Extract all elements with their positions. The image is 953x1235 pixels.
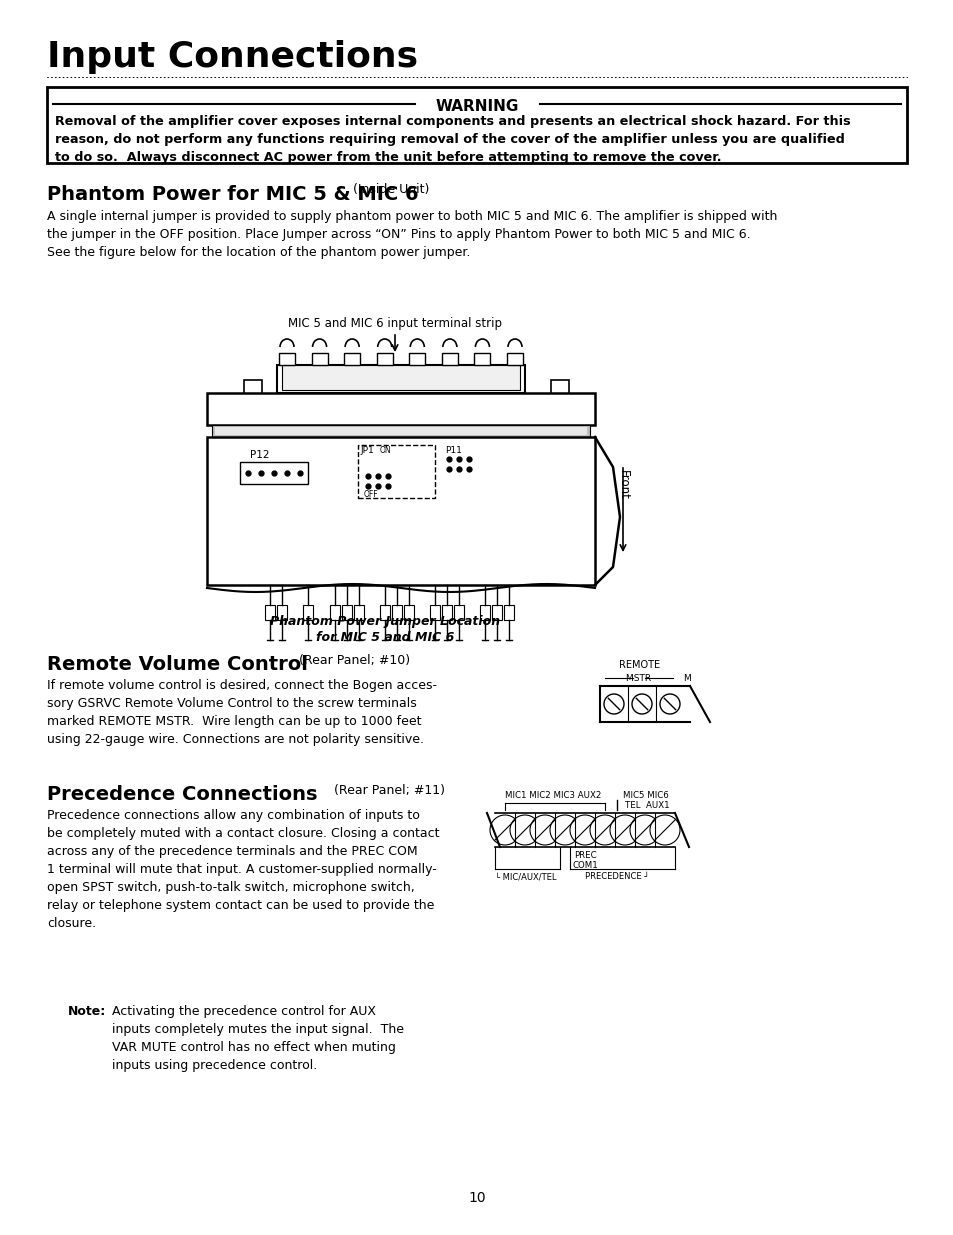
Bar [441, 605, 452, 620]
Bar [341, 605, 352, 620]
Text: OFF: OFF [364, 490, 378, 499]
Bar [207, 437, 595, 585]
Bar [379, 605, 390, 620]
Text: └ MIC/AUX/TEL: └ MIC/AUX/TEL [495, 872, 556, 881]
Text: JP1: JP1 [359, 446, 374, 454]
Text: Phantom Power for MIC 5 & MIC 6: Phantom Power for MIC 5 & MIC 6 [47, 185, 418, 204]
Text: Precedence Connections: Precedence Connections [47, 785, 317, 804]
Bar [244, 380, 262, 396]
Bar [212, 425, 589, 437]
Text: PRECEDENCE ┘: PRECEDENCE ┘ [584, 872, 649, 881]
Bar [265, 605, 274, 620]
Bar [503, 605, 514, 620]
Text: TEL  AUX1: TEL AUX1 [624, 802, 669, 810]
Bar [207, 393, 595, 425]
Circle shape [659, 694, 679, 714]
Text: ON: ON [379, 446, 392, 454]
Text: COM1: COM1 [572, 861, 598, 869]
Bar [441, 353, 457, 366]
Circle shape [490, 815, 519, 845]
Bar [357, 445, 435, 498]
Circle shape [629, 815, 659, 845]
Bar [409, 353, 425, 366]
Bar [303, 605, 313, 620]
Text: WARNING: WARNING [435, 99, 518, 114]
Text: MIC5 MIC6: MIC5 MIC6 [622, 790, 668, 800]
Text: M: M [682, 674, 690, 683]
Bar [376, 353, 393, 366]
Text: Note:: Note: [68, 1005, 106, 1018]
Bar [403, 605, 414, 620]
Text: Precedence connections allow any combination of inputs to
be completely muted wi: Precedence connections allow any combina… [47, 809, 439, 930]
Text: Activating the precedence control for AUX
inputs completely mutes the input sign: Activating the precedence control for AU… [112, 1005, 403, 1072]
Circle shape [589, 815, 619, 845]
Text: Input Connections: Input Connections [47, 40, 417, 74]
Circle shape [649, 815, 679, 845]
Text: (Rear Panel; #10): (Rear Panel; #10) [294, 655, 410, 667]
Text: (Inside Unit): (Inside Unit) [349, 183, 429, 196]
Bar [479, 605, 490, 620]
Bar [454, 605, 463, 620]
Circle shape [609, 815, 639, 845]
Bar [240, 462, 308, 484]
Text: Removal of the amplifier cover exposes internal components and presents an elect: Removal of the amplifier cover exposes i… [55, 115, 850, 164]
Bar [492, 605, 501, 620]
Bar [330, 605, 339, 620]
Bar [276, 605, 287, 620]
Text: MIC 5 and MIC 6 input terminal strip: MIC 5 and MIC 6 input terminal strip [288, 317, 501, 330]
Text: If remote volume control is desired, connect the Bogen acces-
sory GSRVC Remote : If remote volume control is desired, con… [47, 679, 436, 746]
Text: REMOTE: REMOTE [618, 659, 659, 671]
Circle shape [550, 815, 579, 845]
Bar [344, 353, 360, 366]
Bar [474, 353, 490, 366]
Text: (Rear Panel; #11): (Rear Panel; #11) [330, 784, 444, 797]
Bar [214, 427, 586, 435]
Circle shape [603, 694, 623, 714]
Bar [312, 353, 327, 366]
Bar [354, 605, 364, 620]
Bar [47, 86, 906, 163]
Text: PREC: PREC [573, 851, 596, 860]
Text: for MIC 5 and MIC 6: for MIC 5 and MIC 6 [315, 631, 454, 643]
Circle shape [510, 815, 539, 845]
Bar [392, 605, 401, 620]
Text: MIC1 MIC2 MIC3 AUX2: MIC1 MIC2 MIC3 AUX2 [504, 790, 600, 800]
Text: P12: P12 [250, 450, 269, 459]
Bar [506, 353, 522, 366]
Bar [551, 380, 568, 396]
Text: Front: Front [616, 471, 629, 500]
Circle shape [631, 694, 651, 714]
Bar [278, 353, 294, 366]
Circle shape [569, 815, 599, 845]
Text: A single internal jumper is provided to supply phantom power to both MIC 5 and M: A single internal jumper is provided to … [47, 210, 777, 259]
Circle shape [530, 815, 559, 845]
Bar [282, 366, 519, 390]
Bar [276, 366, 524, 393]
Text: 10: 10 [468, 1191, 485, 1205]
Text: P11: P11 [444, 446, 461, 454]
Bar [430, 605, 439, 620]
Text: —MSTR—: —MSTR— [617, 674, 659, 683]
Text: Remote Volume Control: Remote Volume Control [47, 655, 308, 674]
Text: Phantom Power Jumper Location: Phantom Power Jumper Location [270, 615, 499, 629]
